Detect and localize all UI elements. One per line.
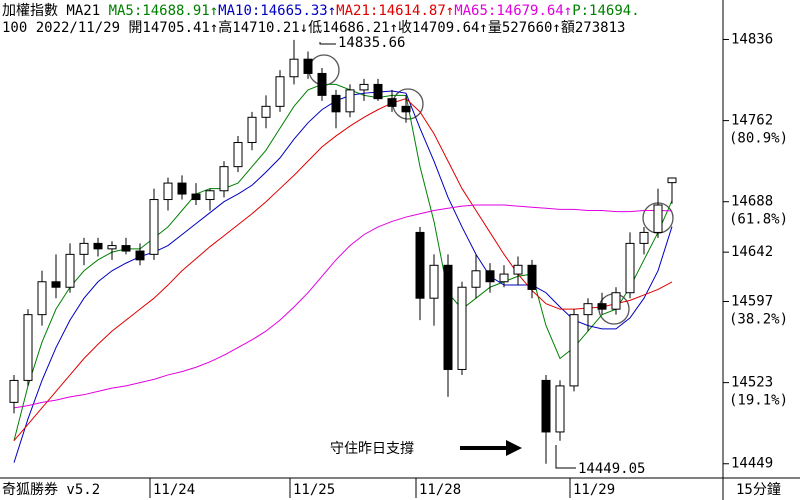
x-tick-label: 11/29 — [573, 482, 615, 498]
candle-body — [471, 270, 481, 288]
high-label: 14835.66 — [338, 35, 405, 51]
y-tick-label: 14597 — [731, 293, 773, 309]
legend-entry: MA65:14679.64↑ — [454, 3, 572, 19]
candle-body — [107, 245, 117, 250]
candle-body — [499, 273, 509, 283]
annotation: 守住昨日支撐 — [330, 441, 414, 457]
candle-body — [317, 72, 327, 96]
candle-body — [401, 105, 411, 113]
candle-body — [65, 253, 75, 288]
leader-line — [555, 445, 576, 469]
candle-body — [429, 264, 439, 299]
ma-line — [13, 98, 673, 442]
candle-body — [177, 182, 187, 195]
fib-label: (61.8%) — [729, 212, 788, 228]
candle-body — [443, 264, 453, 370]
candle-body — [415, 231, 425, 299]
candle-body — [247, 116, 257, 144]
candle-body — [387, 98, 397, 107]
y-tick-label: 14523 — [731, 375, 773, 391]
footer-left: 奇狐勝券 v5.2 — [2, 481, 100, 498]
candle-body — [205, 190, 215, 201]
y-tick-label: 14762 — [731, 113, 773, 129]
header-quote: 100 2022/11/29 開14705.41↑高14710.21↓低1468… — [2, 19, 625, 36]
y-tick-label: 14836 — [731, 31, 773, 47]
candle-body — [527, 264, 537, 290]
candle-body — [121, 245, 131, 252]
candle-body — [541, 379, 551, 433]
candle-body — [93, 242, 103, 250]
candle-body — [513, 264, 523, 275]
candle-body — [37, 281, 47, 316]
candle-body — [261, 105, 271, 118]
x-tick-label: 11/28 — [419, 482, 461, 498]
header-tail: P:14694. — [572, 3, 639, 19]
low-label: 14449.05 — [578, 461, 645, 477]
candle-body — [51, 281, 61, 288]
candle-body — [597, 303, 607, 310]
y-tick-label: 14449 — [731, 456, 773, 472]
fib-label: (80.9%) — [729, 131, 788, 147]
x-tick-label: 11/24 — [153, 482, 195, 498]
candle-body — [79, 242, 89, 255]
candle-body — [275, 76, 285, 107]
candle-body — [639, 231, 649, 244]
fib-label: (38.2%) — [729, 311, 788, 327]
arrow — [460, 440, 522, 456]
candle-body — [625, 242, 635, 294]
header-line: 加權指數 MA21 MA5:14688.91↑MA10:14665.33↑MA2… — [2, 3, 640, 19]
candle-body — [485, 270, 495, 283]
candle-body — [583, 303, 593, 316]
candle-body — [163, 182, 173, 201]
candle-body — [373, 83, 383, 100]
candle-body — [233, 142, 243, 168]
fib-label: (19.1%) — [729, 393, 788, 409]
legend-entry: MA5:14688.91↑ — [109, 3, 219, 19]
candle-body — [457, 286, 467, 370]
y-tick-label: 14642 — [731, 244, 773, 260]
candle-body — [219, 166, 229, 192]
candle-body — [667, 177, 677, 184]
candle-body — [289, 58, 299, 78]
ma-line — [13, 204, 673, 409]
candle-body — [331, 94, 341, 113]
candle-body — [9, 379, 19, 403]
candle-body — [303, 58, 313, 74]
timeframe: 15分鐘 — [736, 481, 781, 498]
legend-entry: MA21:14614.87↑ — [336, 3, 454, 19]
candle-body — [569, 314, 579, 387]
candle-body — [149, 199, 159, 255]
legend-entry: MA10:14665.33↑ — [218, 3, 336, 19]
candle-body — [359, 83, 369, 91]
header-title: 加權指數 MA21 — [2, 3, 109, 19]
x-tick-label: 11/25 — [293, 482, 335, 498]
candle-body — [345, 89, 355, 113]
candle-body — [611, 292, 621, 310]
y-tick-label: 14688 — [731, 194, 773, 210]
leader-line — [319, 42, 336, 45]
candle-body — [135, 250, 145, 261]
candle-body — [555, 385, 565, 433]
candle-body — [653, 204, 663, 233]
candle-body — [191, 193, 201, 201]
arrow-head — [506, 440, 522, 456]
candle-body — [23, 314, 33, 381]
